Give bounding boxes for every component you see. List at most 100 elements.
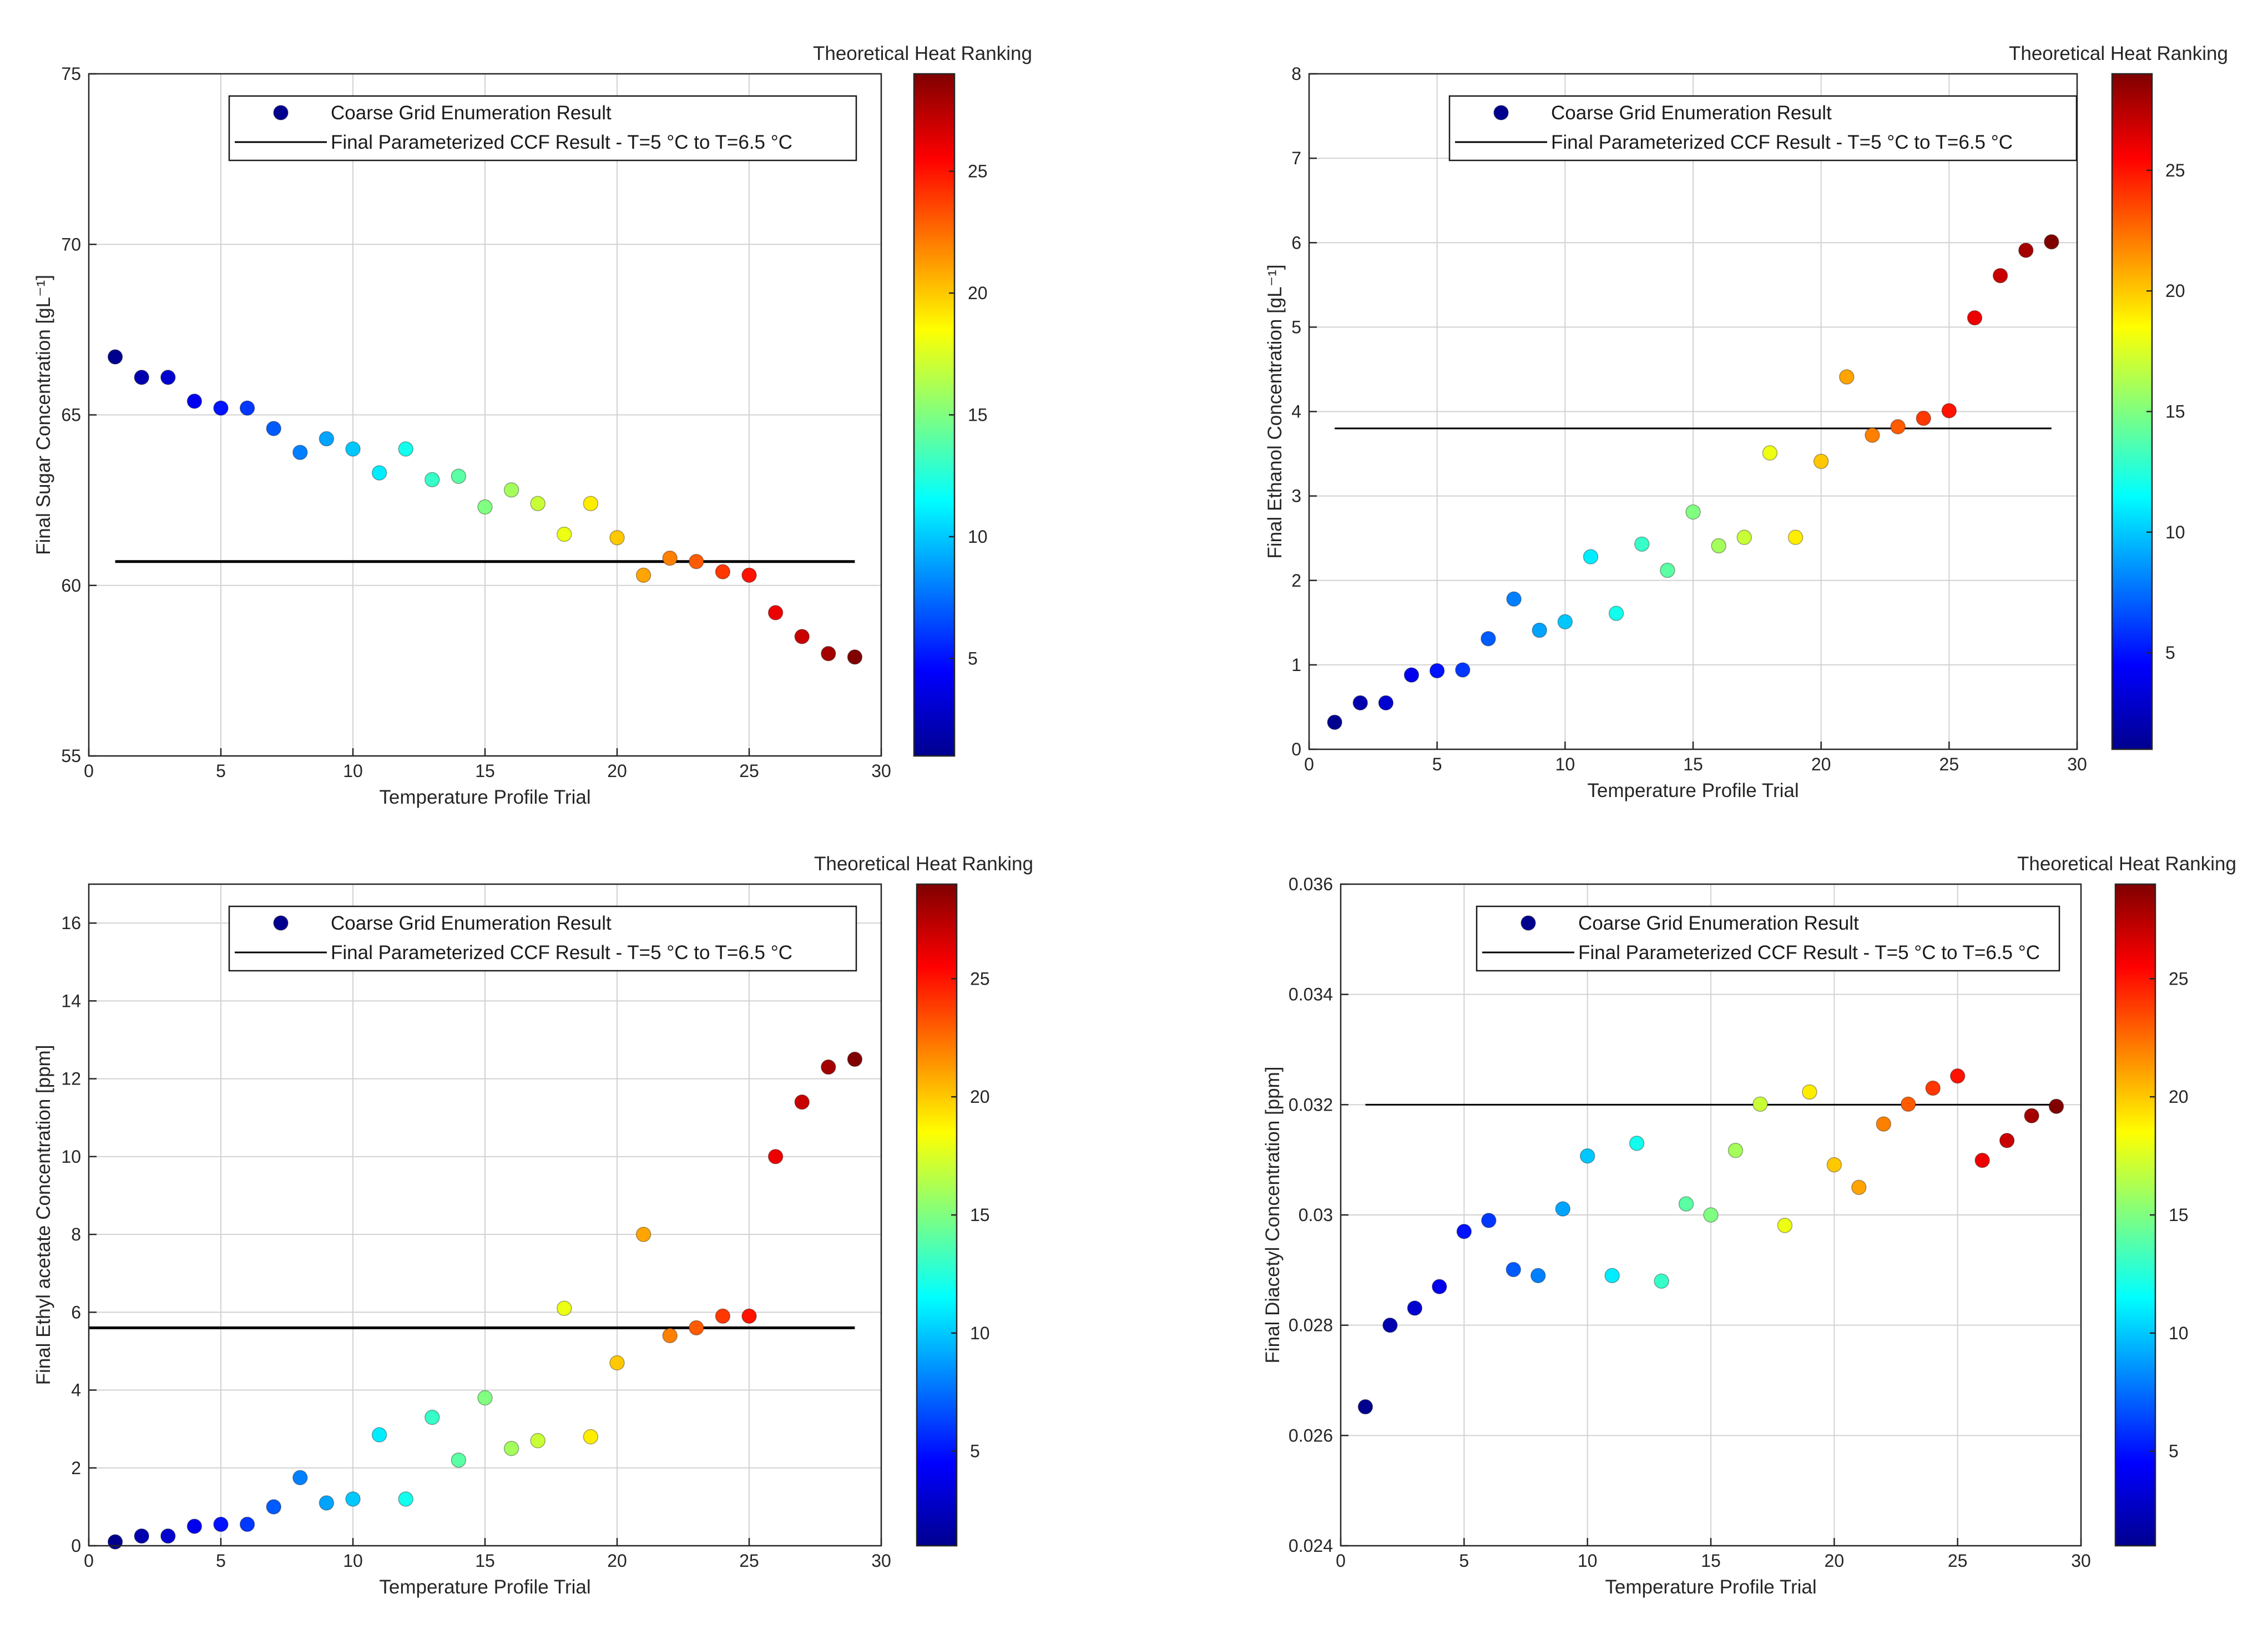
data-point[interactable] bbox=[1629, 1136, 1645, 1151]
data-point[interactable] bbox=[1826, 1157, 1842, 1173]
data-point[interactable] bbox=[741, 1308, 757, 1324]
data-point[interactable] bbox=[1851, 1179, 1867, 1196]
data-point[interactable] bbox=[371, 1427, 387, 1443]
data-point[interactable] bbox=[1925, 1080, 1941, 1096]
data-point[interactable] bbox=[1432, 1279, 1447, 1294]
data-point[interactable] bbox=[1787, 529, 1804, 545]
data-point[interactable] bbox=[1378, 695, 1394, 711]
data-point[interactable] bbox=[1608, 606, 1624, 621]
data-point[interactable] bbox=[1530, 1268, 1546, 1284]
data-point[interactable] bbox=[1634, 536, 1650, 552]
data-point[interactable] bbox=[477, 1390, 493, 1406]
data-point[interactable] bbox=[715, 1308, 731, 1324]
data-point[interactable] bbox=[503, 482, 519, 498]
data-point[interactable] bbox=[1506, 591, 1522, 607]
data-point[interactable] bbox=[1839, 369, 1855, 385]
data-point[interactable] bbox=[1999, 1133, 2015, 1148]
data-point[interactable] bbox=[767, 1149, 784, 1164]
data-point[interactable] bbox=[1557, 614, 1573, 630]
data-point[interactable] bbox=[821, 1059, 836, 1075]
data-point[interactable] bbox=[689, 1320, 704, 1336]
data-point[interactable] bbox=[1403, 667, 1420, 683]
data-point[interactable] bbox=[107, 349, 123, 365]
data-point[interactable] bbox=[319, 1495, 335, 1511]
data-point[interactable] bbox=[583, 496, 599, 512]
data-point[interactable] bbox=[1876, 1116, 1892, 1132]
data-point[interactable] bbox=[213, 400, 229, 416]
data-point[interactable] bbox=[689, 553, 704, 569]
data-point[interactable] bbox=[1456, 1224, 1472, 1239]
data-point[interactable] bbox=[635, 1227, 651, 1242]
data-point[interactable] bbox=[451, 468, 467, 484]
data-point[interactable] bbox=[1941, 403, 1957, 418]
data-point[interactable] bbox=[847, 1051, 863, 1067]
data-point[interactable] bbox=[2024, 1108, 2039, 1123]
data-point[interactable] bbox=[1967, 310, 1983, 326]
data-point[interactable] bbox=[1752, 1096, 1768, 1112]
data-point[interactable] bbox=[1890, 419, 1906, 435]
data-point[interactable] bbox=[1579, 1148, 1595, 1164]
data-point[interactable] bbox=[1357, 1399, 1373, 1415]
data-point[interactable] bbox=[1992, 268, 2008, 284]
data-point[interactable] bbox=[635, 567, 651, 583]
data-point[interactable] bbox=[292, 1470, 308, 1486]
data-point[interactable] bbox=[2044, 234, 2059, 250]
data-point[interactable] bbox=[530, 496, 545, 512]
data-point[interactable] bbox=[239, 1516, 255, 1532]
data-point[interactable] bbox=[319, 431, 335, 447]
data-point[interactable] bbox=[1802, 1084, 1817, 1100]
data-point[interactable] bbox=[821, 645, 836, 662]
data-point[interactable] bbox=[1352, 695, 1368, 711]
data-point[interactable] bbox=[1974, 1152, 1990, 1168]
data-point[interactable] bbox=[1711, 538, 1726, 554]
data-point[interactable] bbox=[477, 499, 493, 515]
data-point[interactable] bbox=[609, 529, 625, 546]
data-point[interactable] bbox=[847, 649, 863, 665]
data-point[interactable] bbox=[1506, 1262, 1522, 1278]
data-point[interactable] bbox=[425, 1409, 440, 1425]
data-point[interactable] bbox=[1916, 410, 1931, 426]
data-point[interactable] bbox=[1762, 445, 1778, 461]
data-point[interactable] bbox=[794, 629, 810, 644]
data-point[interactable] bbox=[1736, 529, 1752, 545]
data-point[interactable] bbox=[266, 1499, 281, 1515]
data-point[interactable] bbox=[1865, 427, 1880, 443]
data-point[interactable] bbox=[1660, 562, 1675, 578]
data-point[interactable] bbox=[1407, 1300, 1423, 1316]
data-point[interactable] bbox=[425, 472, 440, 488]
data-point[interactable] bbox=[1481, 1213, 1497, 1228]
data-point[interactable] bbox=[662, 550, 678, 566]
data-point[interactable] bbox=[107, 1534, 123, 1550]
data-point[interactable] bbox=[186, 1519, 203, 1534]
data-point[interactable] bbox=[1900, 1096, 1916, 1112]
data-point[interactable] bbox=[1949, 1068, 1966, 1084]
data-point[interactable] bbox=[557, 526, 572, 542]
data-point[interactable] bbox=[1455, 662, 1471, 678]
data-point[interactable] bbox=[292, 445, 308, 460]
data-point[interactable] bbox=[767, 605, 784, 621]
data-point[interactable] bbox=[451, 1452, 467, 1468]
data-point[interactable] bbox=[794, 1094, 810, 1110]
data-point[interactable] bbox=[1777, 1218, 1793, 1233]
data-point[interactable] bbox=[557, 1300, 572, 1317]
data-point[interactable] bbox=[741, 567, 757, 583]
data-point[interactable] bbox=[1703, 1207, 1719, 1223]
data-point[interactable] bbox=[134, 370, 149, 385]
data-point[interactable] bbox=[1555, 1201, 1570, 1217]
data-point[interactable] bbox=[186, 394, 203, 409]
data-point[interactable] bbox=[583, 1429, 599, 1445]
data-point[interactable] bbox=[134, 1528, 149, 1544]
data-point[interactable] bbox=[1429, 663, 1445, 679]
data-point[interactable] bbox=[1813, 453, 1829, 470]
data-point[interactable] bbox=[160, 1528, 176, 1544]
data-point[interactable] bbox=[1685, 504, 1701, 520]
data-point[interactable] bbox=[1327, 714, 1342, 730]
data-point[interactable] bbox=[1727, 1143, 1744, 1158]
data-point[interactable] bbox=[1532, 622, 1547, 638]
data-point[interactable] bbox=[1678, 1196, 1694, 1212]
data-point[interactable] bbox=[1654, 1273, 1669, 1289]
data-point[interactable] bbox=[371, 465, 387, 481]
data-point[interactable] bbox=[266, 421, 281, 436]
data-point[interactable] bbox=[160, 370, 176, 385]
data-point[interactable] bbox=[530, 1433, 545, 1449]
